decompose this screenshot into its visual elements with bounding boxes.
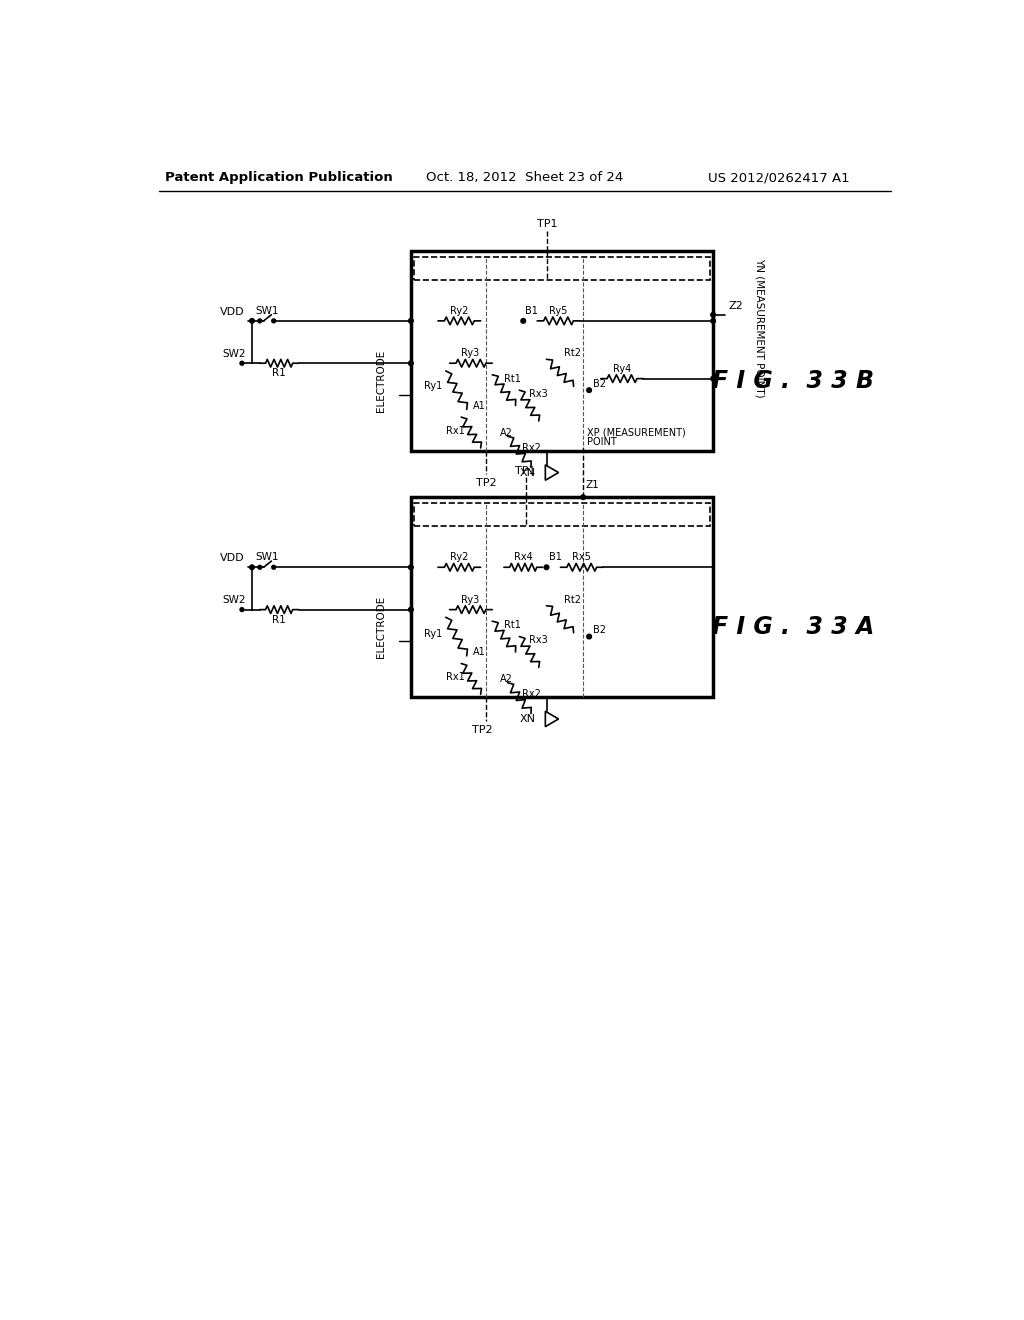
Text: YN (MEASUREMENT POINT): YN (MEASUREMENT POINT) <box>755 257 765 397</box>
Text: Rx4: Rx4 <box>514 552 532 562</box>
Bar <box>411 498 713 697</box>
Text: SW2: SW2 <box>222 348 246 359</box>
Circle shape <box>409 607 414 612</box>
Circle shape <box>711 318 716 323</box>
Text: SW1: SW1 <box>256 552 280 562</box>
Text: Rt2: Rt2 <box>563 348 581 358</box>
Circle shape <box>271 565 275 569</box>
Text: F I G .  3 3 B: F I G . 3 3 B <box>712 368 873 393</box>
Text: SW1: SW1 <box>256 306 280 315</box>
Text: Ry3: Ry3 <box>462 594 479 605</box>
Text: Rx1: Rx1 <box>445 426 465 436</box>
Text: XN: XN <box>519 714 536 723</box>
Text: TP2: TP2 <box>476 478 497 488</box>
Text: Ry1: Ry1 <box>424 381 442 391</box>
Text: Rx3: Rx3 <box>528 635 548 645</box>
Text: Rt2: Rt2 <box>563 594 581 605</box>
Circle shape <box>521 318 525 323</box>
Text: VDD: VDD <box>219 308 245 317</box>
Bar <box>411 251 713 451</box>
Text: Ry1: Ry1 <box>424 630 442 639</box>
Text: TP1: TP1 <box>515 466 536 475</box>
Circle shape <box>250 318 254 323</box>
Circle shape <box>409 318 414 323</box>
Text: Ry5: Ry5 <box>549 306 567 315</box>
Text: A2: A2 <box>500 428 513 437</box>
Text: Rx2: Rx2 <box>521 444 541 453</box>
Text: Rt1: Rt1 <box>504 374 521 384</box>
Text: Rx1: Rx1 <box>445 672 465 682</box>
Circle shape <box>240 607 244 611</box>
Text: Ry4: Ry4 <box>612 363 631 374</box>
Text: Z1: Z1 <box>586 479 599 490</box>
Text: POINT: POINT <box>587 437 616 447</box>
Text: Ry2: Ry2 <box>450 552 468 562</box>
Text: B2: B2 <box>593 626 606 635</box>
Text: R1: R1 <box>272 615 286 624</box>
Circle shape <box>250 565 254 570</box>
Text: A1: A1 <box>473 647 485 657</box>
Circle shape <box>271 319 275 323</box>
Text: SW2: SW2 <box>222 595 246 606</box>
Circle shape <box>258 319 262 323</box>
Text: Z2: Z2 <box>729 301 743 312</box>
Circle shape <box>711 313 716 317</box>
Circle shape <box>581 495 586 499</box>
Text: Ry3: Ry3 <box>462 348 479 358</box>
Text: F I G .  3 3 A: F I G . 3 3 A <box>712 615 874 639</box>
Text: XN: XN <box>519 467 536 478</box>
Text: Oct. 18, 2012  Sheet 23 of 24: Oct. 18, 2012 Sheet 23 of 24 <box>426 172 624 185</box>
Circle shape <box>711 376 716 381</box>
Text: Rx2: Rx2 <box>521 689 541 700</box>
Text: B2: B2 <box>593 379 606 389</box>
Circle shape <box>409 360 414 366</box>
Circle shape <box>240 362 244 366</box>
Text: R1: R1 <box>272 368 286 379</box>
Text: B1: B1 <box>549 552 562 562</box>
Text: XP (MEASUREMENT): XP (MEASUREMENT) <box>587 428 686 437</box>
Circle shape <box>409 565 414 570</box>
Text: US 2012/0262417 A1: US 2012/0262417 A1 <box>709 172 850 185</box>
Circle shape <box>544 565 549 570</box>
Text: TP1: TP1 <box>537 219 557 230</box>
Text: A1: A1 <box>473 400 485 411</box>
Text: Rt1: Rt1 <box>504 620 521 630</box>
Text: VDD: VDD <box>219 553 245 564</box>
Circle shape <box>587 388 592 392</box>
Text: ELECTRODE: ELECTRODE <box>377 597 386 659</box>
Bar <box>414 503 710 527</box>
Text: Patent Application Publication: Patent Application Publication <box>165 172 393 185</box>
Text: Rx5: Rx5 <box>572 552 591 562</box>
Text: B1: B1 <box>524 306 538 315</box>
Text: Rx3: Rx3 <box>528 389 548 399</box>
Text: A2: A2 <box>500 675 513 684</box>
Text: TP2: TP2 <box>472 725 493 735</box>
Circle shape <box>258 565 262 569</box>
Text: ELECTRODE: ELECTRODE <box>377 350 386 412</box>
Circle shape <box>587 635 592 639</box>
Text: Ry2: Ry2 <box>450 306 468 315</box>
Bar <box>414 257 710 280</box>
